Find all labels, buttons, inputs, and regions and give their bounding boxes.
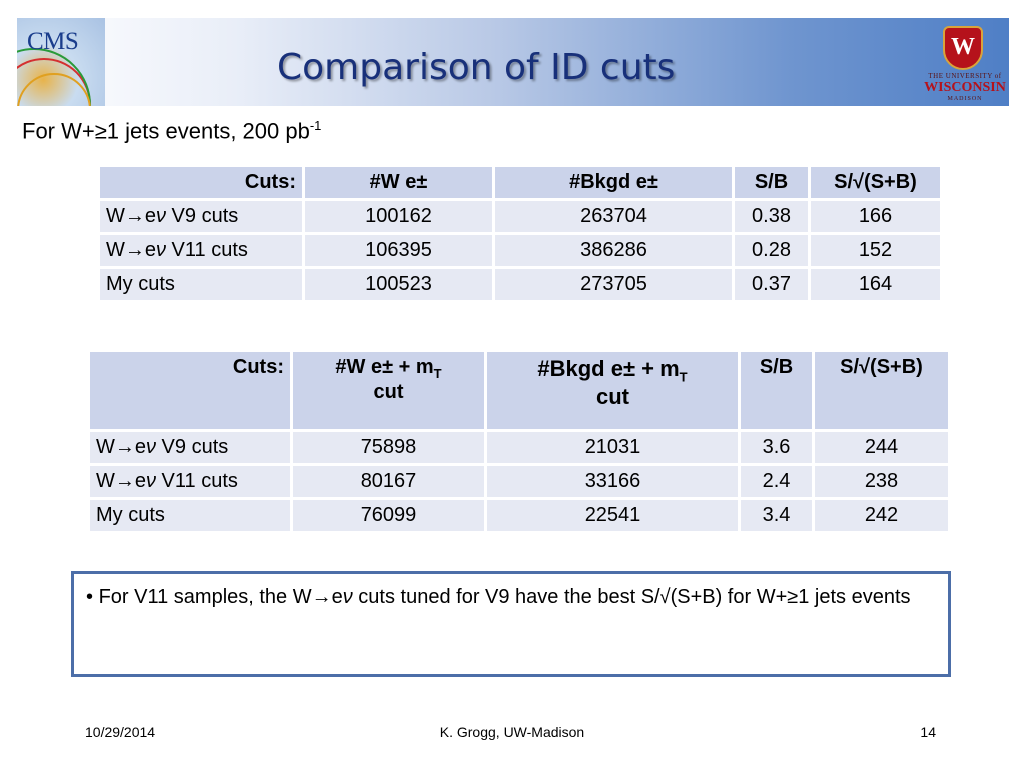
table-header-row: Cuts: #W e± + mT cut #Bkgd e± + mT cut S/B…	[87, 349, 951, 432]
table-row: W→eν V11 cuts 106395 386286 0.28 152	[97, 232, 943, 269]
bkgd-count-cell: 263704	[492, 198, 735, 235]
cut-name-cell: My cuts	[97, 266, 305, 303]
bkgd-count-cell: 33166	[484, 463, 741, 500]
uw-madison-logo: W THE UNIVERSITY of WISCONSIN MADISON	[921, 22, 1009, 102]
uw-logo-madison: MADISON	[947, 96, 983, 102]
column-header: #Bkgd e±	[492, 164, 735, 201]
table-row: W→eν V11 cuts 80167 33166 2.4 238	[87, 463, 951, 500]
column-header: Cuts:	[87, 349, 293, 432]
significance-cell: 244	[812, 429, 951, 466]
column-header: #Bkgd e± + mT cut	[484, 349, 741, 432]
cms-logo-text: CMS	[27, 28, 79, 55]
uw-logo-line: THE UNIVERSITY of	[928, 72, 1002, 80]
page-title: Comparison of ID cuts	[277, 47, 676, 88]
bkgd-count-cell: 21031	[484, 429, 741, 466]
w-count-cell: 106395	[302, 232, 495, 269]
bullet-icon: •	[86, 586, 94, 608]
w-count-cell: 76099	[290, 497, 487, 534]
column-header: S/B	[738, 349, 815, 432]
table-header-row: Cuts: #W e± #Bkgd e± S/B S/√(S+B)	[97, 164, 943, 201]
significance-cell: 166	[808, 198, 943, 235]
w-count-cell: 75898	[290, 429, 487, 466]
sb-cell: 0.37	[732, 266, 811, 303]
bkgd-count-cell: 22541	[484, 497, 741, 534]
table-row: My cuts 100523 273705 0.37 164	[97, 266, 943, 303]
uw-crest-icon: W	[943, 26, 983, 70]
sb-cell: 2.4	[738, 463, 815, 500]
significance-cell: 238	[812, 463, 951, 500]
column-header: S/√(S+B)	[812, 349, 951, 432]
footer-author: K. Grogg, UW-Madison	[439, 724, 585, 740]
column-header: #W e±	[302, 164, 495, 201]
bkgd-count-cell: 273705	[492, 266, 735, 303]
w-count-cell: 100523	[302, 266, 495, 303]
footer-date: 10/29/2014	[85, 724, 156, 740]
sb-cell: 3.4	[738, 497, 815, 534]
column-header: S/B	[732, 164, 811, 201]
title-banner: CMS Comparison of ID cuts W THE UNIVERSI…	[17, 18, 1009, 106]
w-count-cell: 80167	[290, 463, 487, 500]
cut-name-cell: W→eν V9 cuts	[87, 429, 293, 466]
column-header: Cuts:	[97, 164, 305, 201]
bkgd-count-cell: 386286	[492, 232, 735, 269]
column-header: #W e± + mT cut	[290, 349, 487, 432]
w-count-cell: 100162	[302, 198, 495, 235]
id-cuts-table: Cuts: #W e± #Bkgd e± S/B S/√(S+B) W→eν V…	[97, 164, 943, 350]
significance-cell: 152	[808, 232, 943, 269]
table-row: W→eν V9 cuts 75898 21031 3.6 244	[87, 429, 951, 466]
table-row: W→eν V9 cuts 100162 263704 0.38 166	[97, 198, 943, 235]
id-cuts-mt-table: Cuts: #W e± + mT cut #Bkgd e± + mT cut S/B…	[87, 349, 951, 571]
cms-logo: CMS	[17, 18, 105, 106]
sb-cell: 3.6	[738, 429, 815, 466]
page-number: 14	[920, 724, 936, 740]
table-row: My cuts 76099 22541 3.4 242	[87, 497, 951, 534]
column-header: S/√(S+B)	[808, 164, 943, 201]
sb-cell: 0.28	[732, 232, 811, 269]
cut-name-cell: My cuts	[87, 497, 293, 534]
significance-cell: 242	[812, 497, 951, 534]
conclusion-note: • For V11 samples, the W→eν cuts tuned f…	[71, 571, 951, 677]
cut-name-cell: W→eν V11 cuts	[97, 232, 305, 269]
subtitle: For W+≥1 jets events, 200 pb-1	[22, 118, 322, 144]
sb-cell: 0.38	[732, 198, 811, 235]
uw-logo-name: WISCONSIN	[924, 80, 1006, 95]
significance-cell: 164	[808, 266, 943, 303]
cut-name-cell: W→eν V9 cuts	[97, 198, 305, 235]
cut-name-cell: W→eν V11 cuts	[87, 463, 293, 500]
